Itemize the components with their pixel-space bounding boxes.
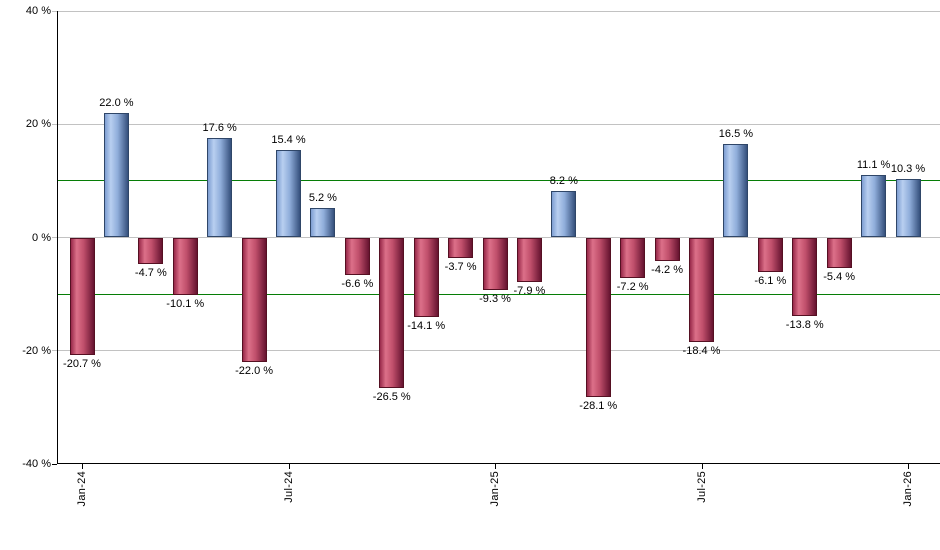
bar-Oct-25 — [792, 237, 818, 316]
bar-Aug-24 — [310, 208, 336, 238]
x-axis-tick — [495, 464, 496, 469]
gridline — [58, 123, 940, 125]
gridline — [58, 11, 940, 12]
x-axis-label: Jan-26 — [902, 471, 914, 507]
x-axis-label: Jan-24 — [76, 471, 88, 507]
bar-Sep-24 — [344, 237, 370, 275]
y-axis-tick — [52, 463, 57, 465]
y-axis-tick — [52, 10, 57, 12]
bar-value-label: 16.5 % — [718, 128, 754, 141]
y-axis-tick — [52, 350, 57, 352]
bar-value-label: 15.4 % — [271, 134, 306, 147]
bar-value-label: 22.0 % — [99, 96, 134, 109]
bar-value-label: -10.1 % — [166, 297, 205, 310]
bar-Mar-25 — [551, 191, 577, 238]
y-axis-tick — [52, 123, 57, 125]
bar-Oct-24 — [379, 237, 405, 388]
threshold-line — [58, 180, 940, 182]
bar-Mar-24 — [138, 237, 164, 265]
bar-Nov-25 — [826, 237, 852, 269]
y-axis-label: 40 % — [25, 5, 51, 17]
y-axis-label: -40 % — [22, 458, 51, 470]
x-axis-tick — [82, 464, 83, 469]
y-axis-tick — [52, 237, 57, 238]
bar-value-label: -4.2 % — [651, 264, 683, 277]
bar-Jul-25 — [689, 237, 714, 342]
bar-May-25 — [620, 237, 646, 279]
bar-Jan-26 — [895, 179, 921, 238]
x-axis-tick — [701, 464, 703, 469]
bar-Feb-25 — [516, 237, 542, 283]
bar-value-label: -6.1 % — [754, 275, 787, 288]
bar-value-label: -13.8 % — [785, 318, 824, 331]
bar-value-label: -18.4 % — [682, 344, 721, 357]
bar-Jan-25 — [482, 237, 508, 291]
bar-value-label: -20.7 % — [63, 357, 101, 370]
bar-Feb-24 — [103, 112, 129, 238]
bar-Jan-24 — [69, 237, 95, 355]
bar-value-label: -5.4 % — [823, 271, 856, 284]
y-axis-label: 0 % — [32, 231, 51, 244]
bar-Jun-24 — [241, 237, 267, 363]
x-axis-label: Jul-25 — [695, 471, 708, 503]
bar-value-label: -4.7 % — [134, 267, 167, 280]
bar-May-24 — [207, 137, 233, 238]
bar-Jul-24 — [276, 150, 301, 238]
bar-value-label: -6.6 % — [341, 277, 374, 290]
bar-value-label: 5.2 % — [308, 192, 337, 205]
x-axis-label: Jan-25 — [489, 471, 501, 507]
threshold-line — [58, 293, 940, 295]
bar-Dec-24 — [448, 237, 474, 259]
y-axis-label: -20 % — [22, 344, 51, 357]
bar-value-label: -7.2 % — [616, 281, 649, 294]
bar-value-label: 8.2 % — [549, 175, 578, 188]
x-axis-label: Jul-24 — [282, 471, 295, 503]
bar-value-label: -3.7 % — [444, 261, 477, 274]
y-axis-label: 20 % — [25, 118, 51, 131]
bar-value-label: -7.9 % — [513, 285, 546, 298]
bar-value-label: -28.1 % — [579, 399, 618, 412]
bar-Nov-24 — [413, 237, 439, 318]
bar-Dec-25 — [861, 174, 887, 238]
bar-Apr-24 — [172, 237, 198, 295]
bar-Jun-25 — [654, 237, 680, 262]
bar-value-label: -22.0 % — [235, 365, 274, 378]
bar-value-label: 11.1 % — [856, 158, 891, 171]
bar-value-label: -9.3 % — [479, 293, 511, 306]
bar-value-label: -14.1 % — [407, 320, 446, 333]
gridline — [58, 350, 940, 352]
bar-Apr-25 — [585, 237, 611, 397]
plot-area: -20.7 % 22.0 % -4.7 % -10.1 % 17.6 % -22.0 % 1… — [57, 11, 940, 464]
bar-value-label: -26.5 % — [372, 390, 411, 403]
x-axis-tick — [908, 464, 909, 469]
bar-Sep-25 — [757, 237, 783, 273]
bar-value-label: 17.6 % — [202, 121, 237, 134]
bar-value-label: 10.3 % — [890, 163, 926, 176]
x-axis-tick — [288, 464, 290, 469]
bar-Aug-25 — [723, 144, 749, 238]
